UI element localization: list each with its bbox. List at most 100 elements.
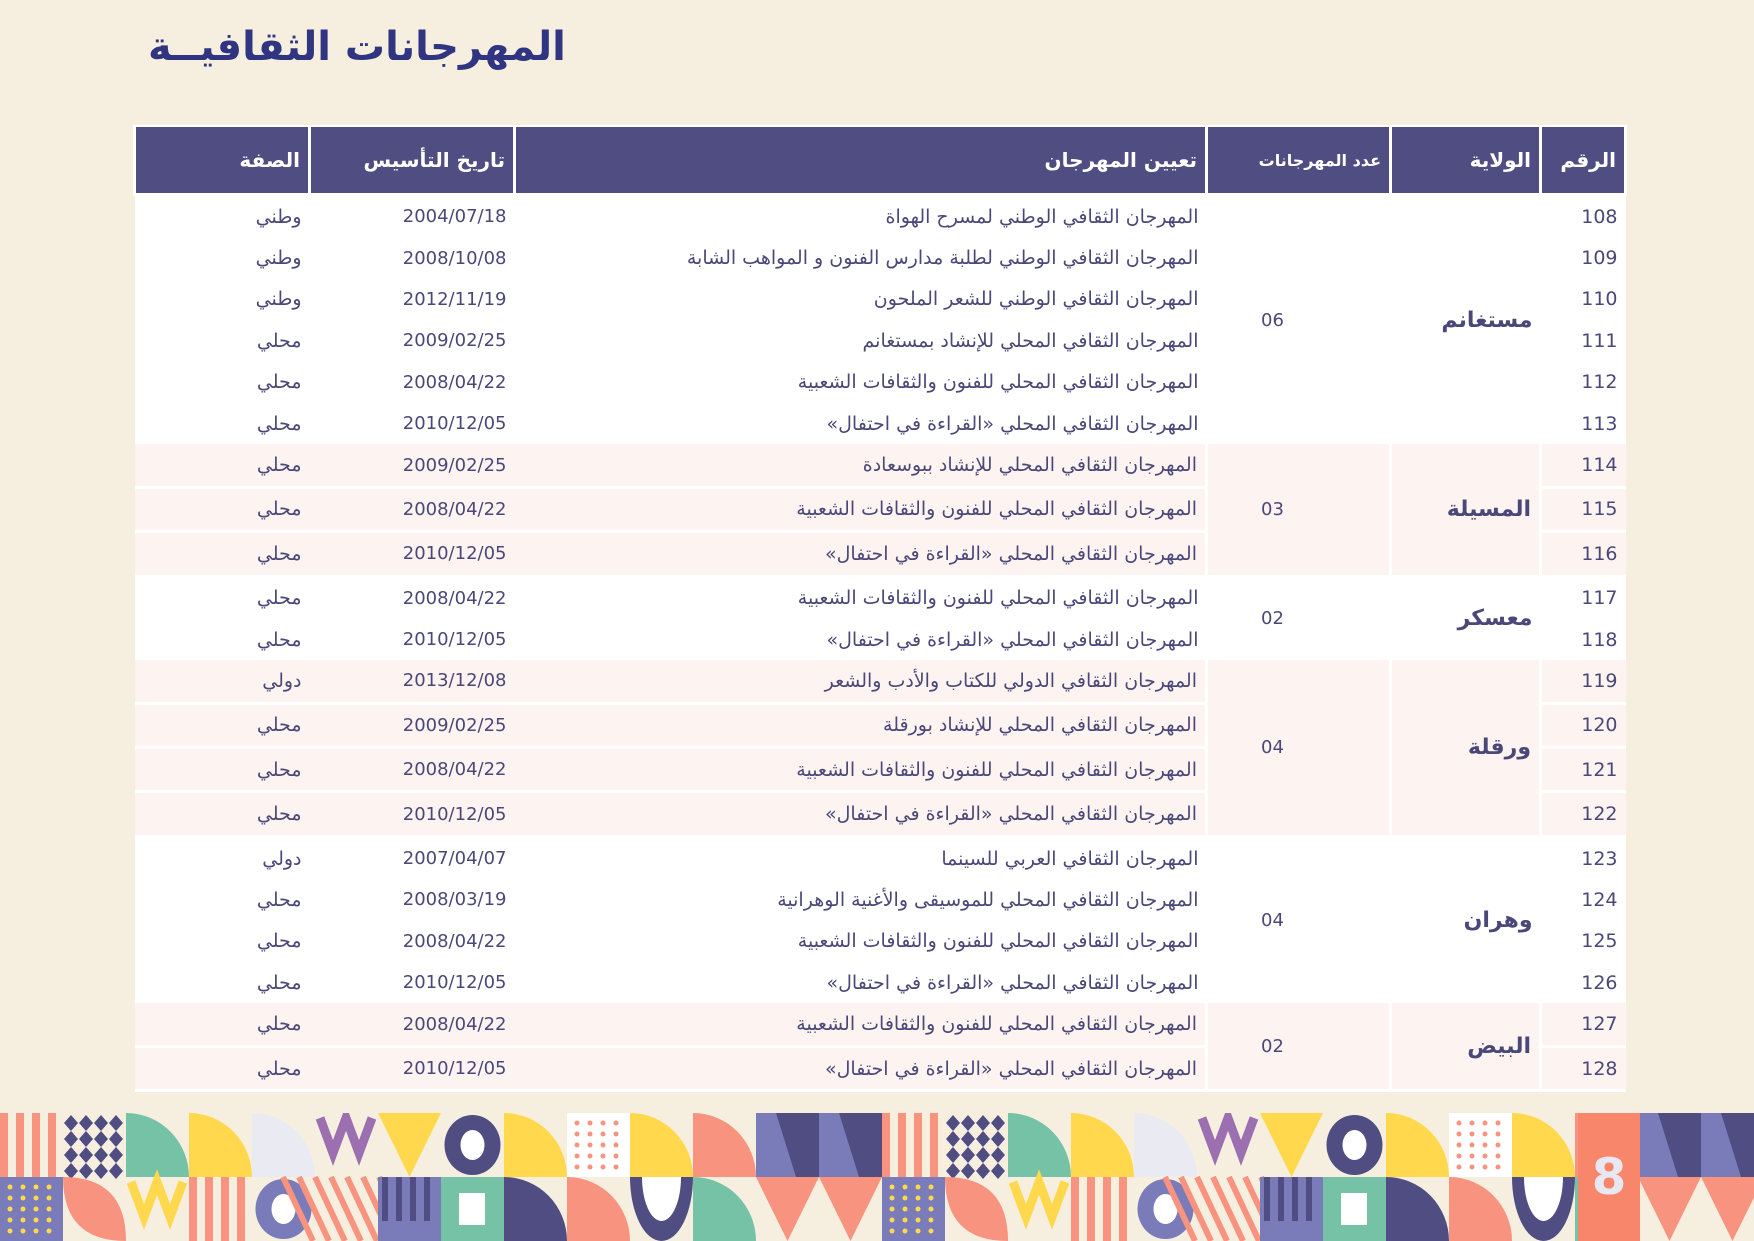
festival-name: المهرجان الثقافي المحلي للإنشاد ببوسعادة <box>514 444 1207 489</box>
festival-type: وطني <box>134 278 310 321</box>
row-number: 115 <box>1540 487 1626 534</box>
header-type: الصفة <box>133 125 311 196</box>
header-festival-name: تعيين المهرجان <box>513 125 1208 196</box>
row-number: 121 <box>1540 747 1626 794</box>
festival-name: المهرجان الثقافي المحلي «القراءة في احتف… <box>514 402 1207 445</box>
founding-date: 2010/12/05 <box>309 1046 515 1093</box>
founding-date: 2012/11/19 <box>309 278 515 321</box>
festival-type: محلي <box>134 703 310 750</box>
festival-type: محلي <box>134 747 310 794</box>
festival-name: المهرجان الثقافي العربي للسينما <box>514 836 1207 880</box>
wilaya-cell: البيض <box>1389 1003 1542 1093</box>
festival-name: المهرجان الثقافي المحلي «القراءة في احتف… <box>514 791 1207 838</box>
wilaya-cell: المسيلة <box>1389 444 1542 578</box>
festival-type: وطني <box>134 237 310 279</box>
festival-type: محلي <box>134 879 310 921</box>
founding-date: 2010/12/05 <box>309 531 515 578</box>
header-founding-date: تاريخ التأسيس <box>308 125 516 196</box>
row-number: 112 <box>1540 361 1626 403</box>
festival-type: محلي <box>134 320 310 362</box>
festival-count-cell: 02 <box>1206 576 1391 661</box>
row-number: 126 <box>1540 962 1626 1004</box>
table-row: 125 المهرجان الثقافي المحلي للفنون والثقا… <box>134 920 1626 963</box>
festival-type: وطني <box>134 194 310 238</box>
table-row: 124 المهرجان الثقافي المحلي للموسيقى والأ… <box>134 879 1626 921</box>
festival-count-cell: 06 <box>1206 194 1391 445</box>
festival-name: المهرجان الثقافي المحلي للموسيقى والأغني… <box>514 879 1207 921</box>
festival-type: محلي <box>134 576 310 619</box>
table-row: 126 المهرجان الثقافي المحلي «القراءة في ا… <box>134 962 1626 1004</box>
table-row: 113 المهرجان الثقافي المحلي «القراءة في ا… <box>134 402 1626 445</box>
festival-type: محلي <box>134 361 310 403</box>
festival-type: محلي <box>134 402 310 445</box>
festival-count-cell: 02 <box>1205 1003 1392 1093</box>
row-number: 122 <box>1540 791 1626 838</box>
founding-date: 2010/12/05 <box>309 402 515 445</box>
table-row: 111 المهرجان الثقافي المحلي للإنشاد بمستغ… <box>134 320 1626 362</box>
founding-date: 2008/04/22 <box>309 576 515 619</box>
festival-type: دولي <box>134 836 310 880</box>
festival-type: محلي <box>134 962 310 1004</box>
founding-date: 2008/04/22 <box>309 747 515 794</box>
row-number: 117 <box>1540 576 1626 619</box>
table-row: 128 المهرجان الثقافي المحلي «القراءة في ا… <box>134 1046 1626 1093</box>
row-number: 123 <box>1540 836 1626 880</box>
festival-name: المهرجان الثقافي الوطني لطلبة مدارس الفن… <box>514 237 1207 279</box>
founding-date: 2010/12/05 <box>309 618 515 661</box>
table-row: 120 المهرجان الثقافي المحلي للإنشاد بورقل… <box>134 703 1626 750</box>
founding-date: 2008/03/19 <box>309 879 515 921</box>
festival-name: المهرجان الثقافي المحلي «القراءة في احتف… <box>514 618 1207 661</box>
table-row: 122 المهرجان الثقافي المحلي «القراءة في ا… <box>134 791 1626 838</box>
festival-type: محلي <box>134 1046 310 1093</box>
table-row: 110 المهرجان الثقافي الوطني للشعر الملحون… <box>134 278 1626 321</box>
row-number: 109 <box>1540 237 1626 279</box>
row-number: 128 <box>1540 1046 1626 1093</box>
festival-name: المهرجان الثقافي المحلي «القراءة في احتف… <box>514 962 1207 1004</box>
header-wilaya: الولاية <box>1389 125 1542 196</box>
festival-type: دولي <box>134 660 310 705</box>
row-number: 114 <box>1540 444 1626 489</box>
row-number: 108 <box>1540 194 1626 238</box>
founding-date: 2007/04/07 <box>309 836 515 880</box>
festival-name: المهرجان الثقافي المحلي «القراءة في احتف… <box>514 1046 1207 1093</box>
table-row: 119 ورقلة 04 المهرجان الثقافي الدولي للكتاب… <box>134 660 1626 838</box>
table-row: 118 المهرجان الثقافي المحلي «القراءة في ا… <box>134 618 1626 661</box>
founding-date: 2009/02/25 <box>309 444 515 489</box>
header-number: الرقم <box>1539 125 1627 196</box>
row-number: 124 <box>1540 879 1626 921</box>
festival-name: المهرجان الثقافي المحلي للفنون والثقافات… <box>514 1003 1207 1048</box>
row-number: 120 <box>1540 703 1626 750</box>
table-row: 121 المهرجان الثقافي المحلي للفنون والثقا… <box>134 747 1626 794</box>
founding-date: 2008/04/22 <box>309 920 515 963</box>
row-number: 111 <box>1540 320 1626 362</box>
table-row: 114 المسيلة 03 المهرجان الثقافي المحلي للإن… <box>134 444 1626 578</box>
founding-date: 2009/02/25 <box>309 703 515 750</box>
festival-type: محلي <box>134 618 310 661</box>
table-row: 112 المهرجان الثقافي المحلي للفنون والثقا… <box>134 361 1626 403</box>
festival-name: المهرجان الثقافي المحلي للفنون والثقافات… <box>514 576 1207 619</box>
row-number: 113 <box>1540 402 1626 445</box>
festival-name: المهرجان الثقافي الدولي للكتاب والأدب وا… <box>514 660 1207 705</box>
decorative-footer-pattern <box>0 1113 1754 1241</box>
wilaya-cell: ورقلة <box>1389 660 1542 838</box>
founding-date: 2004/07/18 <box>309 194 515 238</box>
festival-count-cell: 04 <box>1206 836 1391 1004</box>
wilaya-cell: وهران <box>1390 836 1541 1004</box>
festival-name: المهرجان الثقافي الوطني للشعر الملحون <box>514 278 1207 321</box>
founding-date: 2008/04/22 <box>309 487 515 534</box>
row-number: 116 <box>1540 531 1626 578</box>
founding-date: 2010/12/05 <box>309 962 515 1004</box>
founding-date: 2010/12/05 <box>309 791 515 838</box>
table-row: 127 البيض 02 المهرجان الثقافي المحلي للفنون… <box>134 1003 1626 1093</box>
row-number: 127 <box>1540 1003 1626 1048</box>
festival-name: المهرجان الثقافي الوطني لمسرح الهواة <box>514 194 1207 238</box>
row-number: 119 <box>1540 660 1626 705</box>
table-row: 116 المهرجان الثقافي المحلي «القراءة في ا… <box>134 531 1626 578</box>
table-row: 123 وهران 04 المهرجان الثقافي العربي للسينم… <box>134 836 1626 1004</box>
table-row: 108 مستغانم 06 المهرجان الثقافي الوطني لمسر… <box>134 194 1626 445</box>
festival-type: محلي <box>134 791 310 838</box>
festival-name: المهرجان الثقافي المحلي للفنون والثقافات… <box>514 487 1207 534</box>
wilaya-cell: مستغانم <box>1390 194 1541 445</box>
table-row: 115 المهرجان الثقافي المحلي للفنون والثقا… <box>134 487 1626 534</box>
table-header-row: الرقم الولاية عدد المهرجانات تعيين المهر… <box>133 125 1627 196</box>
